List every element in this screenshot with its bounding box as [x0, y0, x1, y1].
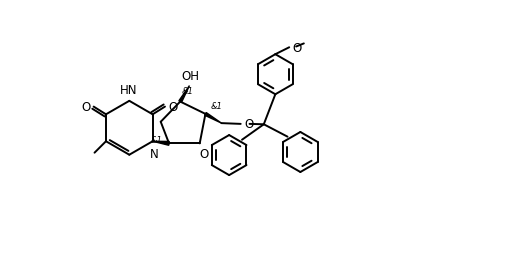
Text: O: O [199, 148, 208, 161]
Text: O: O [244, 118, 254, 131]
Text: N: N [150, 147, 159, 160]
Text: &1: &1 [181, 87, 193, 96]
Polygon shape [179, 86, 190, 103]
Text: &1: &1 [211, 102, 223, 110]
Text: O: O [169, 100, 177, 113]
Text: &1: &1 [150, 136, 162, 145]
Text: OH: OH [182, 70, 200, 83]
Text: O: O [81, 100, 90, 113]
Text: HN: HN [120, 84, 138, 97]
Text: O: O [292, 42, 301, 55]
Polygon shape [205, 113, 222, 124]
Polygon shape [153, 142, 169, 146]
